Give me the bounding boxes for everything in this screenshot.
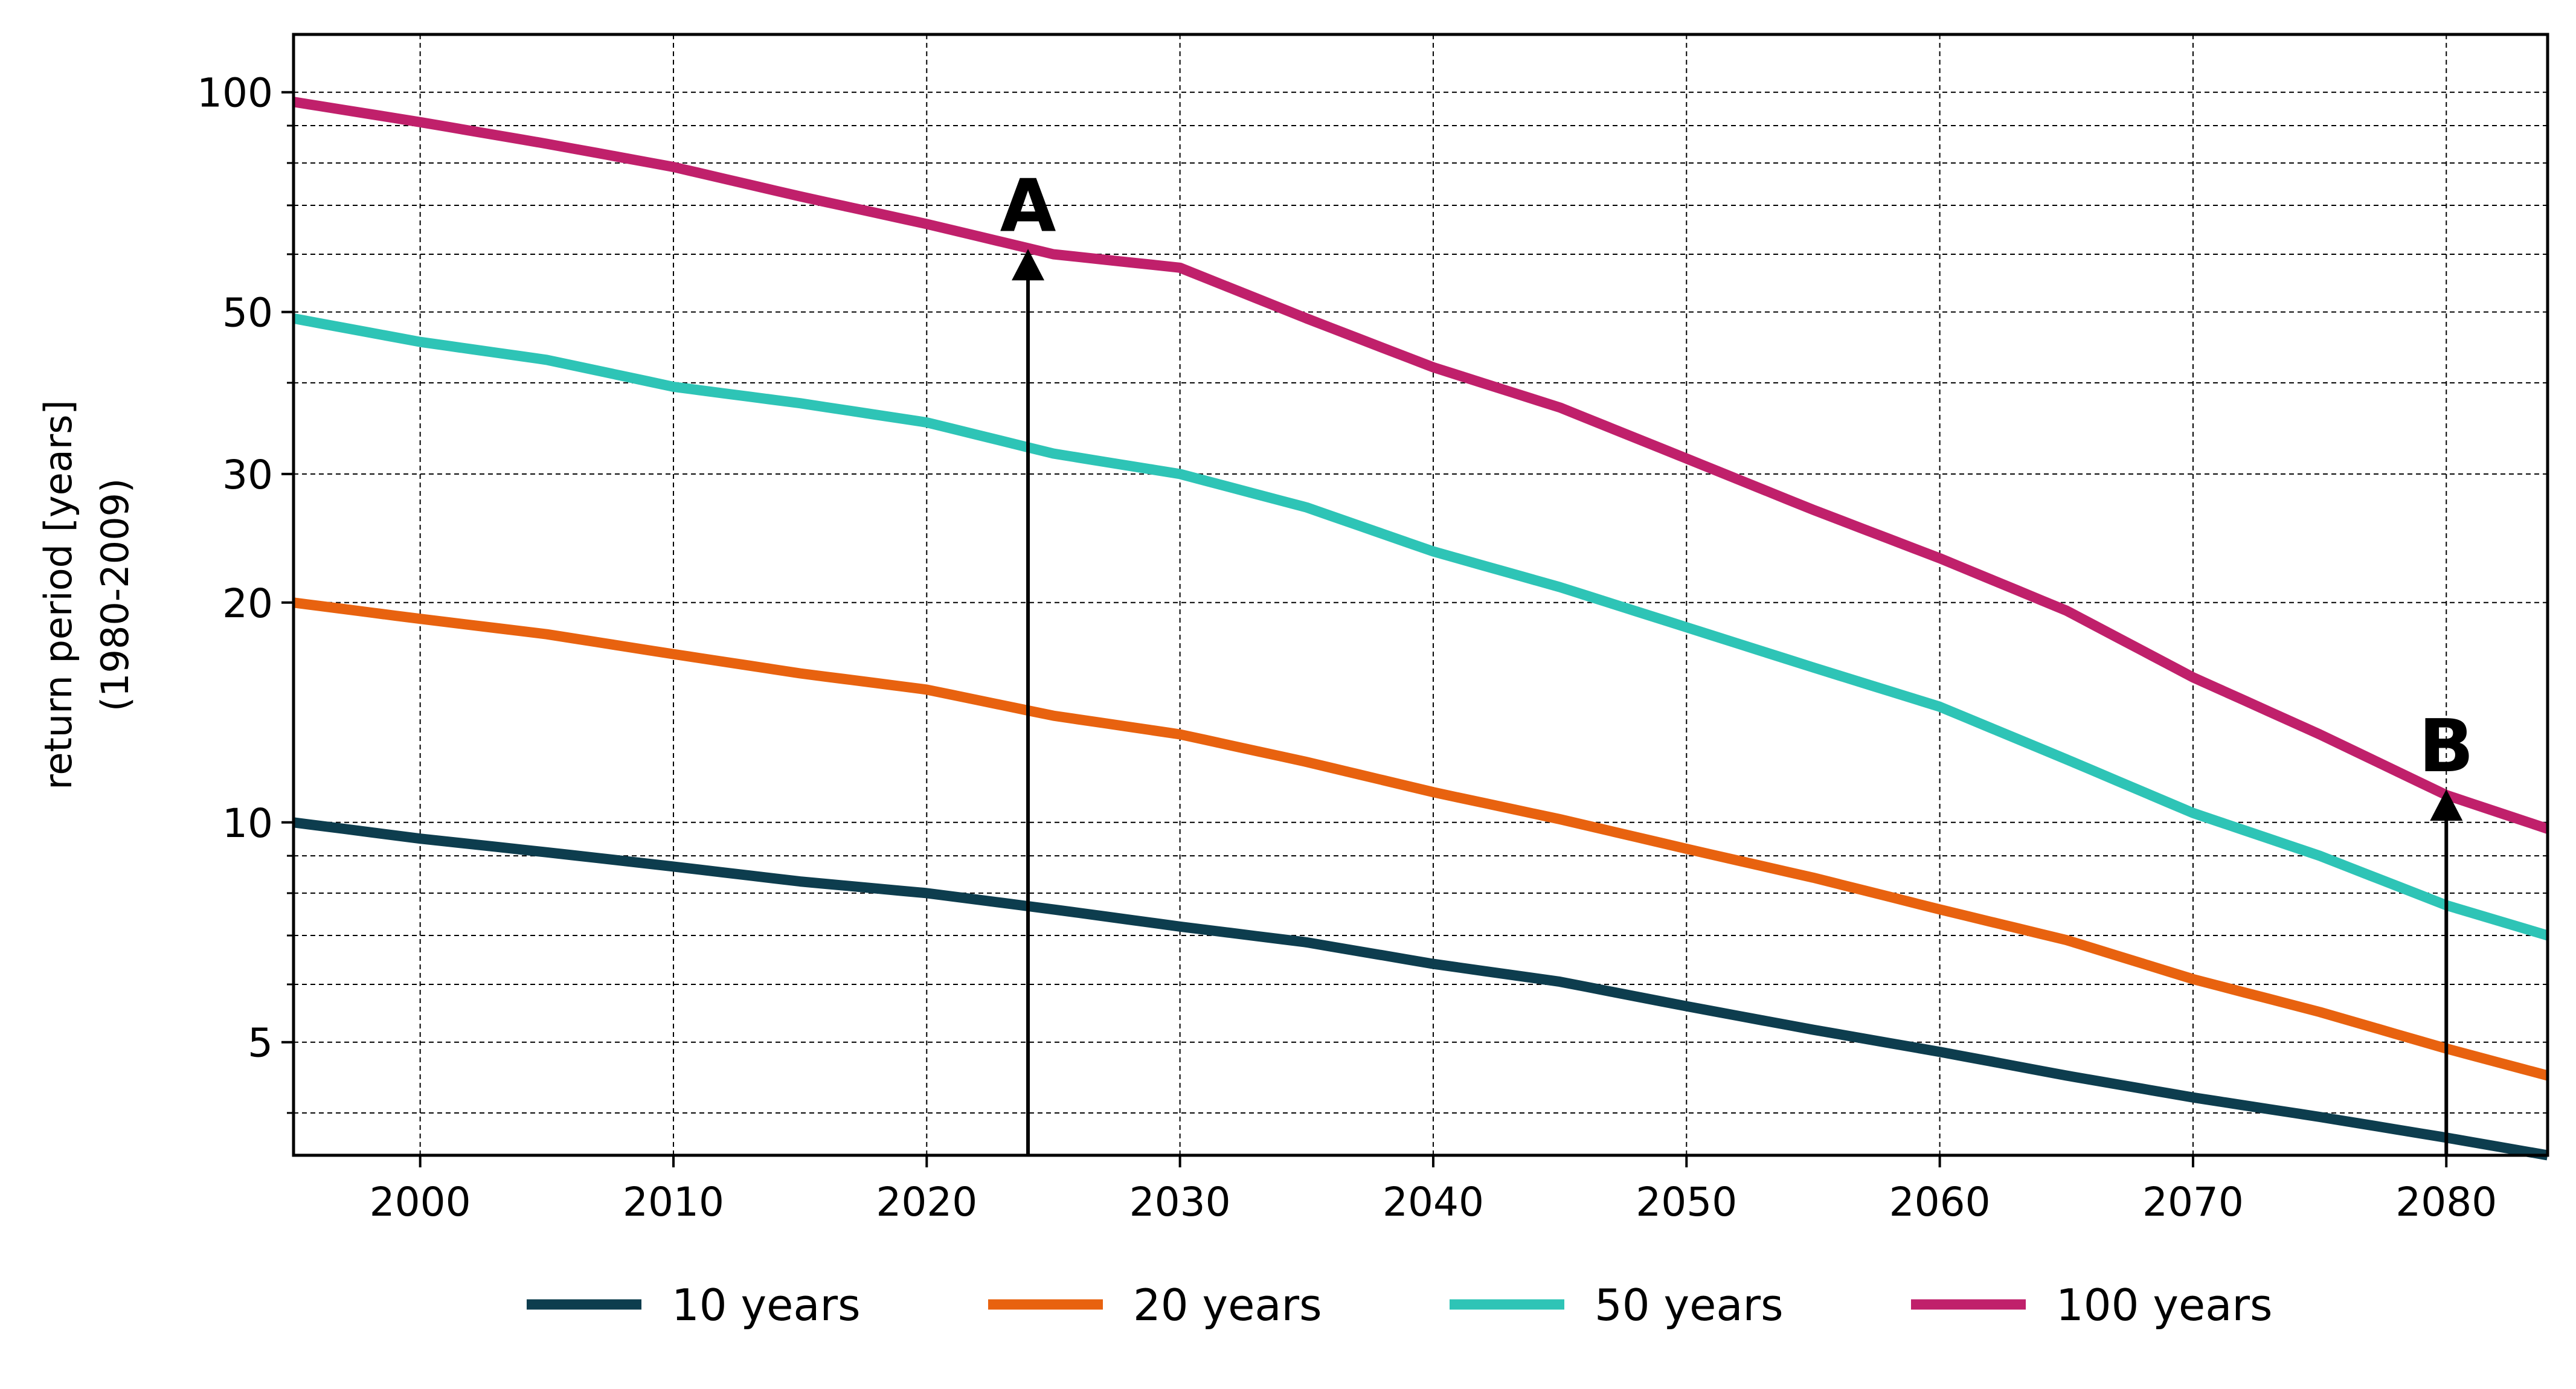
x-tick-label: 2000 [370,1179,471,1225]
x-tick-label: 2020 [876,1179,977,1225]
y-axis-title: return period [years] [36,400,80,790]
x-tick-label: 2040 [1383,1179,1484,1225]
series-line-50-years [292,313,2549,941]
y-tick-label: 100 [197,70,273,117]
legend: 10 years 20 years 50 years 100 years [527,1280,2272,1330]
y-tick-label: 50 [222,290,273,336]
y-tick-label: 30 [222,452,273,498]
annotation-label-B: B [2419,705,2474,789]
x-tick-label: 2060 [1889,1179,1991,1225]
series-line-20-years [292,597,2549,1081]
x-tick-label: 2030 [1129,1179,1231,1225]
y-tick-label: 10 [222,800,273,847]
annotation-label-A: A [1000,164,1056,248]
series-lines [292,97,2549,1161]
legend-label: 50 years [1595,1280,1784,1330]
grid [294,34,2548,1155]
legend-label: 10 years [672,1280,861,1330]
y-axis-subtitle: (1980-2009) [93,478,137,711]
legend-label: 100 years [2056,1280,2272,1330]
series-line-100-years [292,97,2549,834]
y-tick-label: 5 [248,1020,273,1067]
axis-ticks: 2000 2010 2020 2030 2040 2050 2060 2070 20805102… [197,70,2497,1225]
legend-label: 20 years [1133,1280,1322,1330]
annotation-arrowhead-A [1012,249,1045,281]
x-tick-label: 2050 [1636,1179,1737,1225]
x-tick-label: 2080 [2395,1179,2497,1225]
plot-frame [292,33,2549,1157]
annotation-arrowhead-B [2430,789,2463,821]
series-line-10-years [292,817,2549,1161]
y-tick-label: 20 [222,580,273,627]
x-tick-label: 2010 [623,1179,724,1225]
x-tick-label: 2070 [2142,1179,2244,1225]
annotations: AB [1000,164,2474,1155]
